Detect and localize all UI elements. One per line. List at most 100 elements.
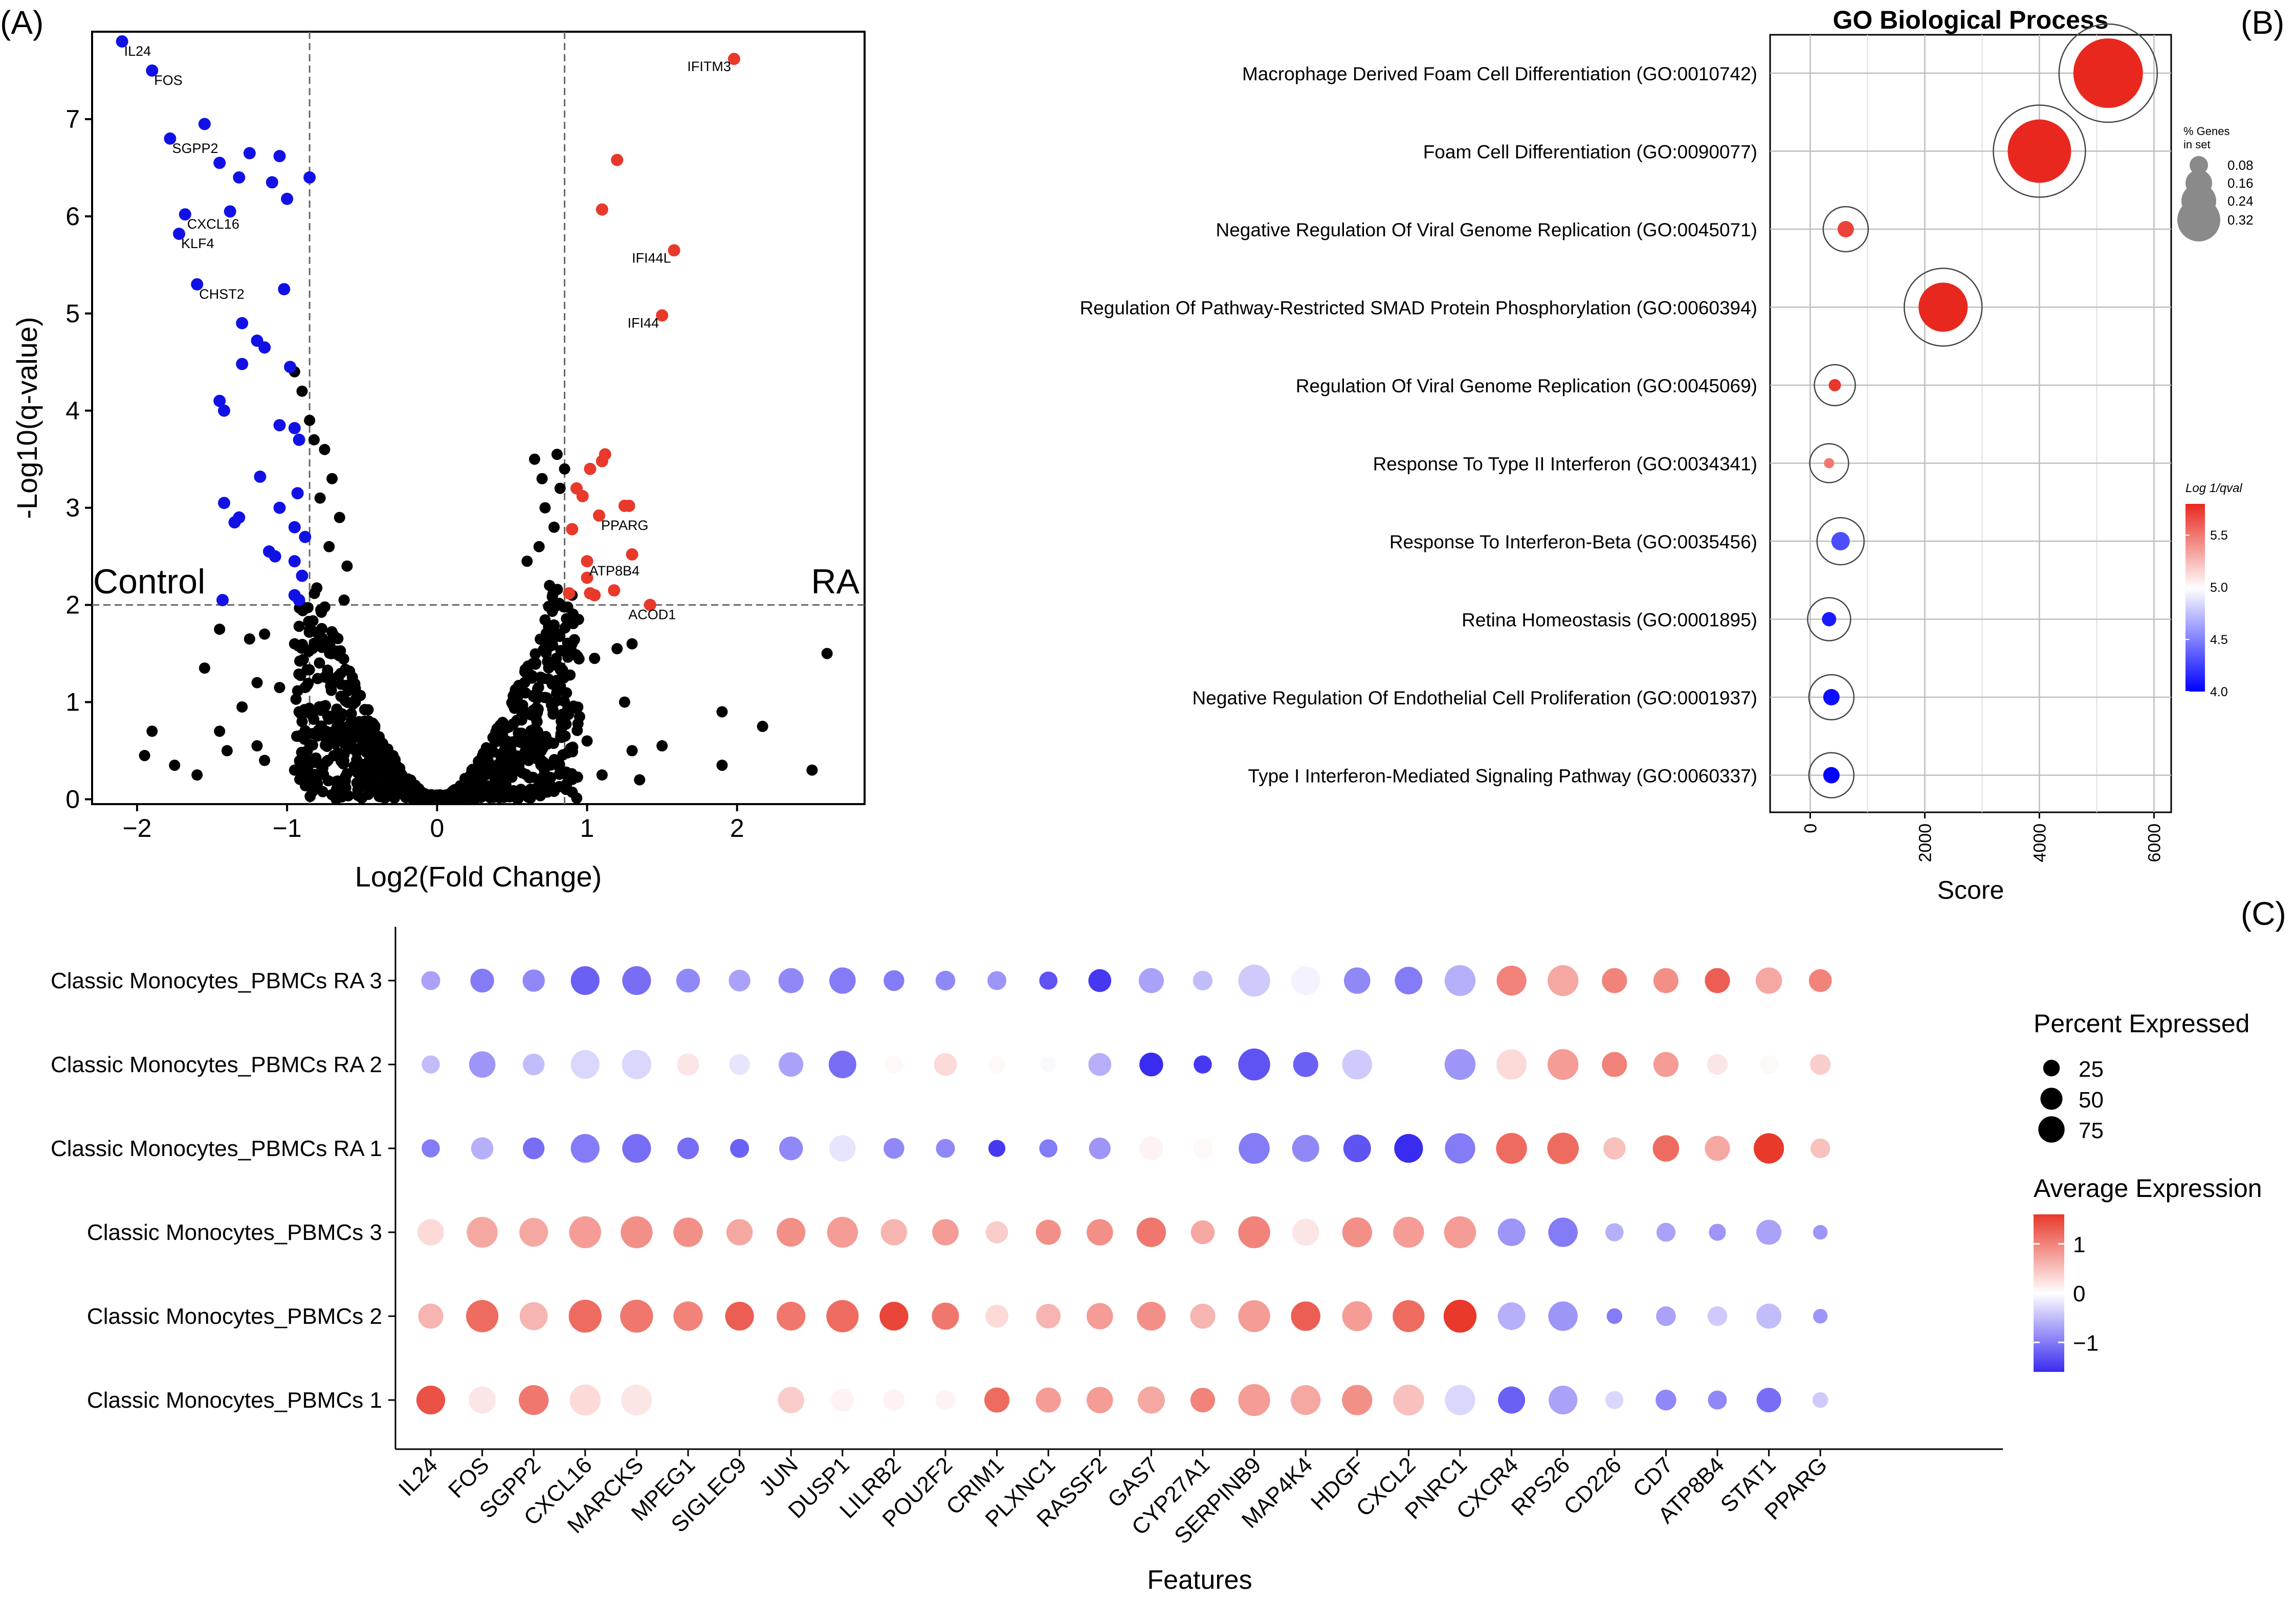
ns-point [400, 787, 411, 799]
go-bubble-ring [1808, 752, 1855, 798]
ns-point [481, 766, 493, 778]
gene-label: IFI44L [632, 250, 671, 265]
expression-dot [879, 1301, 909, 1331]
expression-dot [466, 1300, 499, 1333]
expression-dot [1444, 965, 1476, 996]
expression-dot [470, 968, 494, 993]
y-tick-label: 7 [65, 105, 80, 134]
gene-label: IL24 [124, 43, 151, 59]
go-term-label: Negative Regulation Of Endothelial Cell … [1193, 687, 1757, 708]
expression-dot [1394, 1134, 1423, 1163]
ns-point [551, 687, 563, 699]
ns-point [547, 704, 559, 716]
ns-point [169, 760, 181, 771]
up-regulated-point [618, 499, 631, 512]
ns-point [338, 594, 350, 606]
down-regulated-point [281, 192, 294, 205]
expression-dot [1292, 1135, 1319, 1162]
ns-point [336, 791, 348, 803]
ns-point [542, 786, 554, 798]
dotplot-dots [416, 964, 1832, 1416]
ns-point [516, 714, 527, 726]
expression-dot [471, 1137, 494, 1160]
expression-dot [1395, 967, 1423, 994]
ns-point [317, 786, 328, 797]
expression-dot [778, 968, 804, 993]
ns-point [251, 740, 263, 752]
ns-point [507, 785, 519, 796]
down-regulated-point [293, 594, 305, 607]
go-bubble [1824, 458, 1835, 469]
up-regulated-point [581, 571, 593, 584]
ns-point [562, 703, 573, 715]
expression-dot [1035, 1219, 1061, 1245]
ns-point [527, 771, 539, 783]
ns-point [324, 648, 336, 659]
ns-point [806, 764, 818, 776]
ns-point [555, 645, 567, 656]
ns-point [311, 776, 322, 788]
gene-label: KLF4 [181, 236, 214, 251]
ns-point [531, 702, 542, 714]
expression-dot [1707, 1054, 1728, 1075]
ns-point [308, 714, 320, 725]
expression-dot [884, 970, 904, 991]
down-regulated-point [278, 283, 291, 296]
ns-point [297, 654, 309, 665]
dotplot-axes [394, 927, 2003, 1450]
size-legend-dot [2043, 1059, 2060, 1077]
go-bubble [2007, 119, 2071, 183]
expression-dot [1393, 1216, 1424, 1248]
expression-dot [1086, 1219, 1113, 1246]
down-regulated-point [266, 176, 278, 189]
go-bubble-chart: GO Biological Process Macrophage Derived… [1080, 6, 2254, 904]
ns-point [316, 623, 327, 634]
down-regulated-point [233, 171, 246, 184]
go-term-labels: Macrophage Derived Foam Cell Differentia… [1080, 63, 1757, 787]
ns-point [551, 449, 563, 460]
down-regulated-point [228, 516, 241, 529]
ns-point [757, 721, 768, 733]
x-tick-label: 0 [1801, 824, 1820, 833]
expression-dot [621, 1216, 653, 1249]
expression-dot [621, 1384, 652, 1416]
ns-point [596, 769, 608, 781]
expression-dot [422, 1139, 440, 1158]
color-legend-label: 1 [2073, 1232, 2085, 1257]
ns-point [490, 736, 501, 748]
down-regulated-point [213, 394, 226, 407]
size-legend-value: 0.08 [2227, 158, 2254, 173]
expression-dot [1086, 1303, 1113, 1329]
ns-point [559, 463, 570, 475]
expression-dot [677, 1053, 699, 1076]
ns-point [488, 791, 499, 803]
ns-point [314, 492, 326, 504]
expression-dot [1653, 1052, 1679, 1077]
expression-dot [519, 1385, 549, 1415]
ns-point [358, 775, 369, 787]
size-legend-value: 25 [2079, 1057, 2104, 1082]
expression-dot [1813, 1308, 1828, 1324]
ns-point [338, 758, 349, 770]
ns-point [554, 758, 565, 770]
expression-dot [831, 1388, 854, 1412]
down-regulated-point [303, 171, 316, 184]
dotplot-size-legend: Percent Expressed 25 50 75 [2034, 1009, 2249, 1143]
expression-dot [1602, 968, 1627, 993]
up-regulated-point [656, 309, 669, 322]
dotplot-row-labels: Classic Monocytes_PBMCs RA 3 Classic Mono… [51, 968, 395, 1413]
group-label: Classic Monocytes_PBMCs RA 2 [51, 1052, 382, 1077]
gene-label: ATP8B4 [589, 563, 640, 579]
ns-point [513, 764, 525, 775]
expression-dot [421, 971, 440, 990]
expression-dot [622, 966, 651, 995]
up-regulated-point [626, 548, 638, 561]
ns-point [546, 591, 558, 603]
down-regulated-point [296, 569, 308, 582]
expression-dot [1605, 1223, 1624, 1241]
ns-point [333, 779, 344, 791]
expression-dot [1656, 1223, 1675, 1242]
expression-dot [1238, 1384, 1270, 1416]
expression-dot [1088, 969, 1112, 992]
expression-dot [884, 1138, 904, 1159]
